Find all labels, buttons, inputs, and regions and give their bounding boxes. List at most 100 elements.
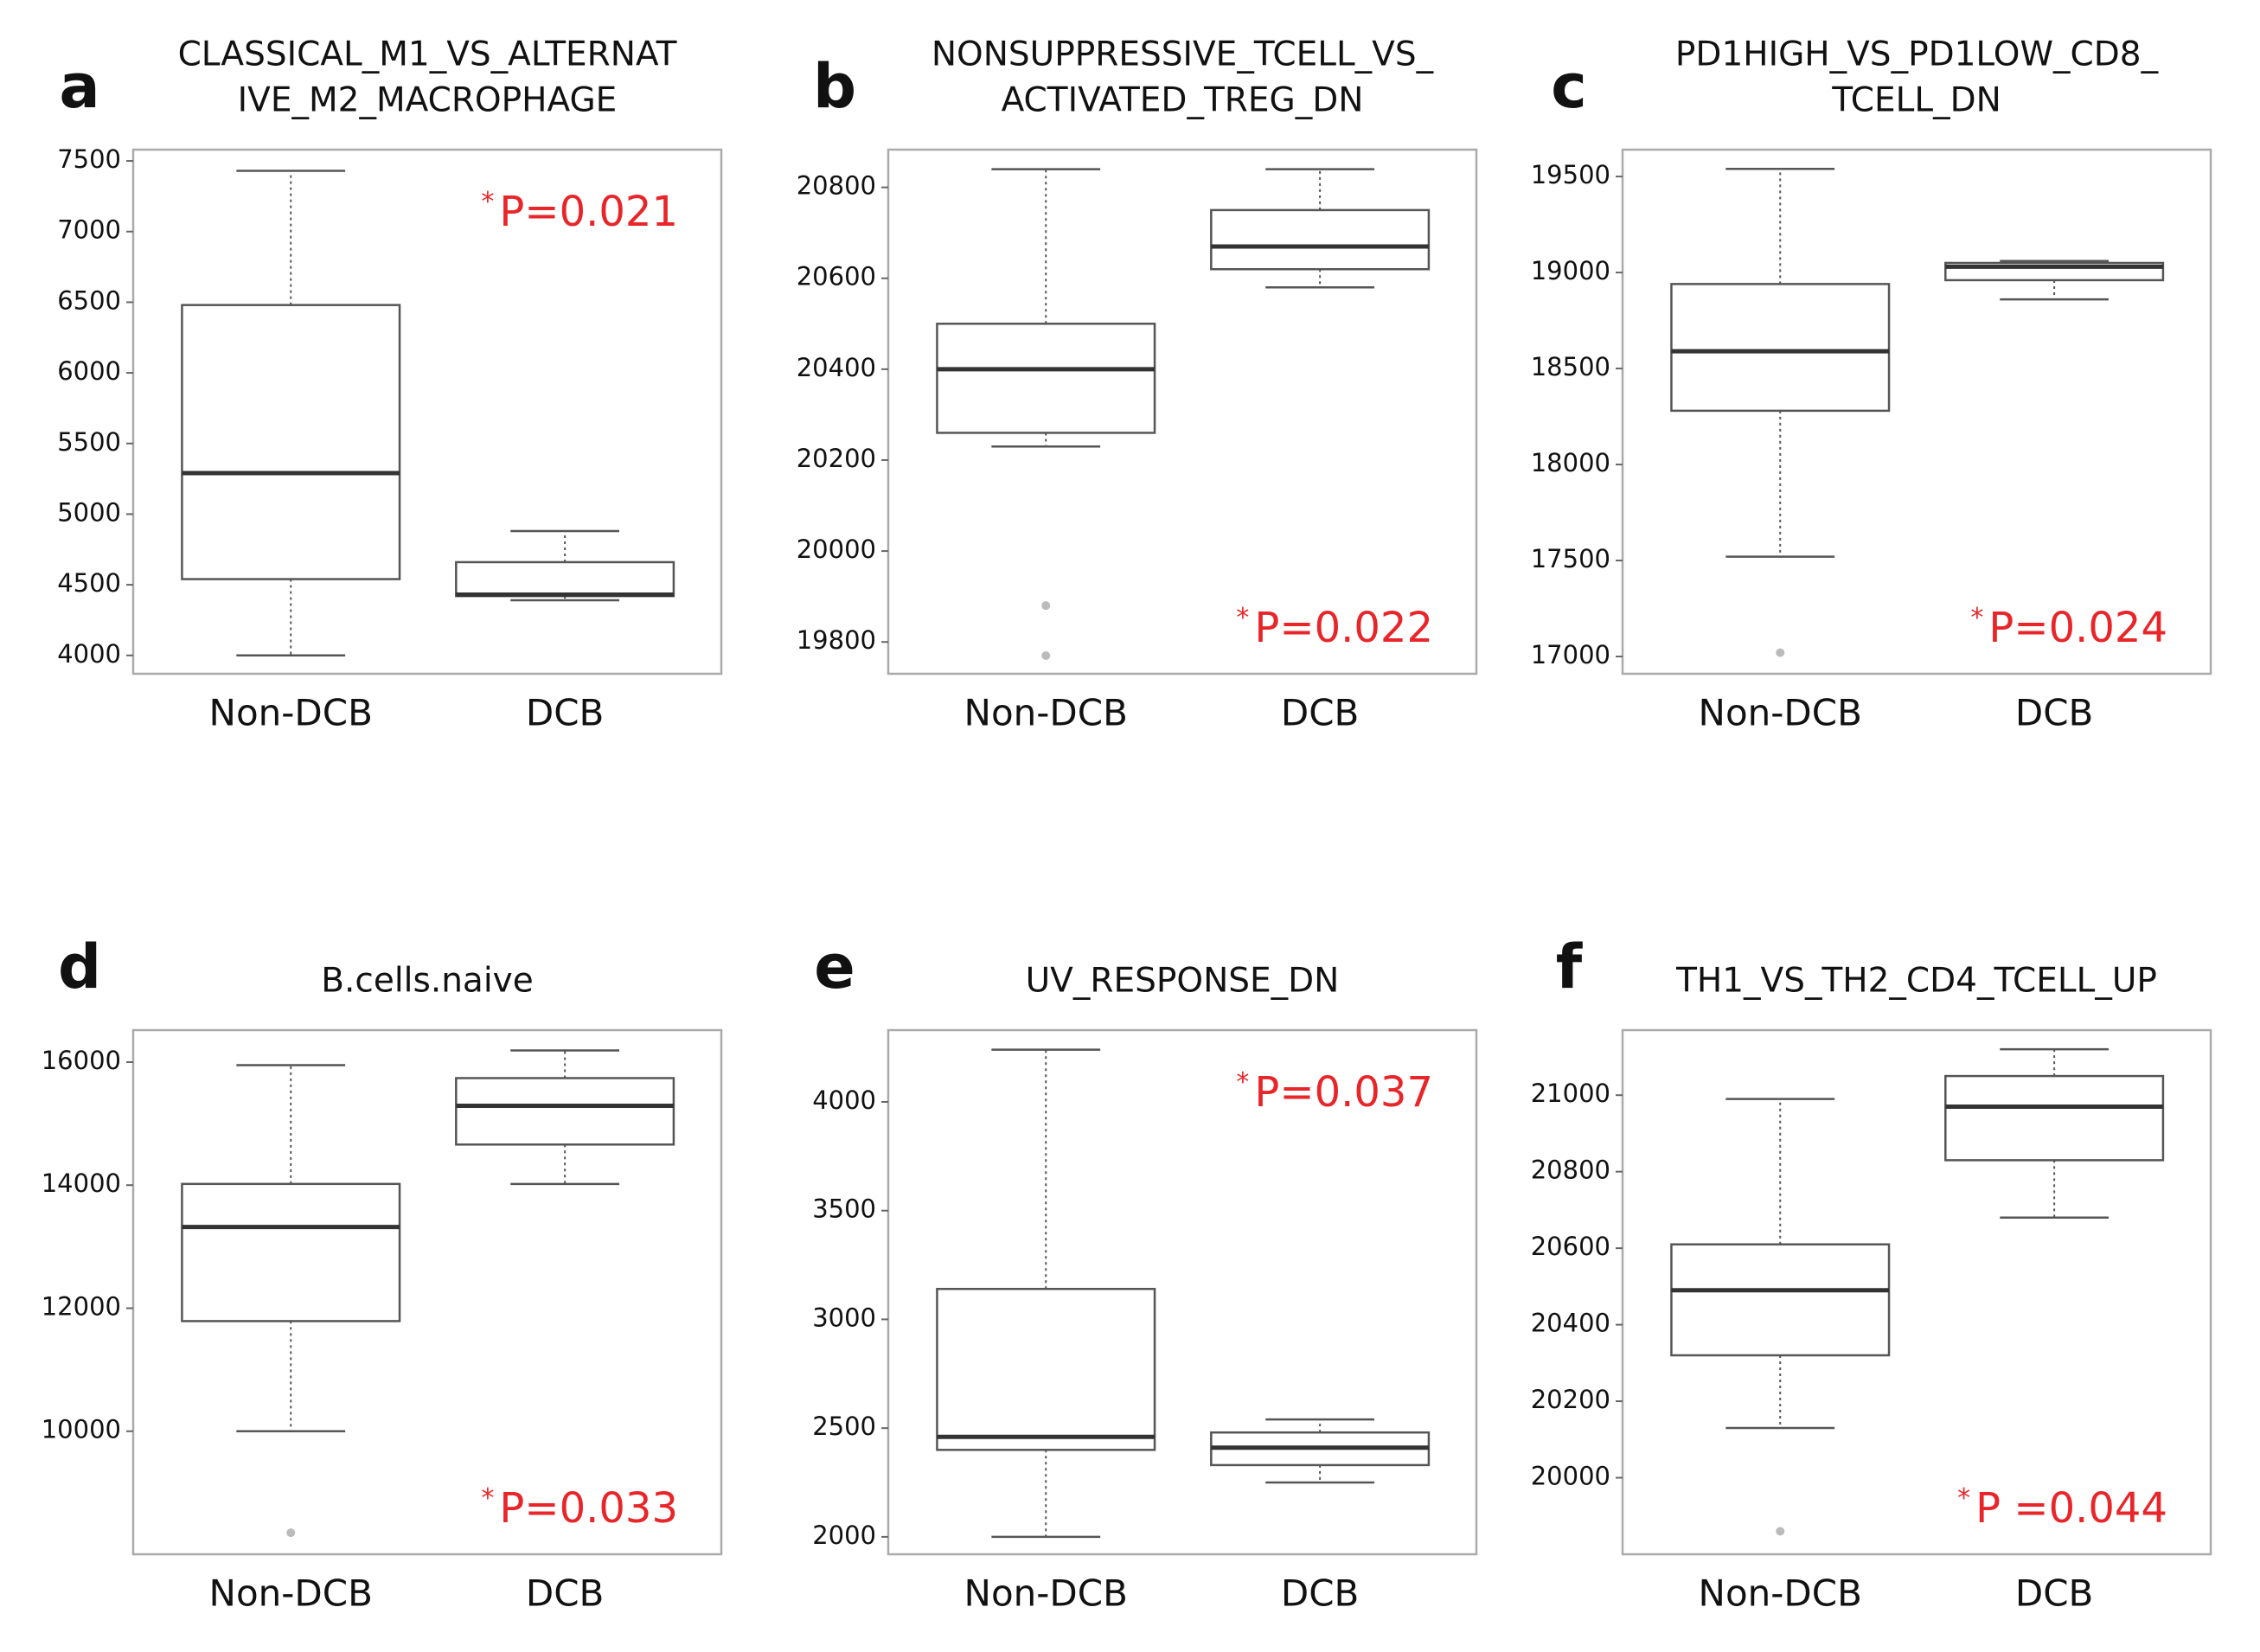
x-tick-label: Non-DCB bbox=[209, 692, 373, 734]
x-tick-label: DCB bbox=[526, 692, 604, 734]
y-tick-label: 19500 bbox=[1531, 160, 1610, 189]
plot-frame bbox=[887, 148, 1478, 676]
box bbox=[1670, 1243, 1891, 1357]
y-tick-label: 5000 bbox=[57, 497, 121, 527]
y-tick-label: 3000 bbox=[812, 1303, 876, 1332]
annotation-star: * bbox=[1957, 1483, 1970, 1514]
x-tick-label: DCB bbox=[2015, 1572, 2093, 1615]
chart-title: TH1_VS_TH2_CD4_TCELL_UP bbox=[1675, 962, 2157, 1001]
y-tick-label: 20400 bbox=[1531, 1309, 1610, 1338]
y-tick-label: 12000 bbox=[42, 1291, 121, 1321]
chart-title: PD1HIGH_VS_PD1LOW_CD8_ bbox=[1675, 35, 2159, 74]
y-tick-label: 4000 bbox=[812, 1085, 876, 1115]
y-tick-label: 4500 bbox=[57, 568, 121, 598]
annotation-star: * bbox=[1236, 603, 1249, 633]
panel-letter: b bbox=[813, 51, 856, 122]
box bbox=[1944, 1074, 2165, 1162]
annotation-star: * bbox=[1236, 1067, 1249, 1098]
annotation-text: P=0.024 bbox=[1988, 604, 2167, 652]
y-tick-label: 17000 bbox=[1531, 640, 1610, 669]
flier bbox=[1041, 601, 1051, 611]
plot-frame bbox=[1621, 148, 2212, 676]
x-tick-label: DCB bbox=[1281, 1572, 1359, 1615]
y-tick-label: 6000 bbox=[57, 356, 121, 386]
x-tick-label: Non-DCB bbox=[964, 1572, 1128, 1615]
y-tick-label: 5500 bbox=[57, 427, 121, 457]
chart-title: TCELL_DN bbox=[1831, 81, 2001, 120]
plot-frame bbox=[887, 1028, 1478, 1556]
box bbox=[455, 1077, 675, 1146]
x-tick-label: DCB bbox=[2015, 692, 2093, 734]
x-tick-label: DCB bbox=[1281, 692, 1359, 734]
annotation-star: * bbox=[481, 187, 494, 217]
panel-letter: d bbox=[58, 932, 101, 1002]
p-value-annotation: * P=0.033 bbox=[481, 1483, 678, 1534]
y-tick-label: 19000 bbox=[1531, 256, 1610, 285]
y-tick-label: 2000 bbox=[812, 1521, 876, 1550]
plot-frame bbox=[131, 148, 723, 676]
y-tick-label: 16000 bbox=[42, 1046, 121, 1075]
flier bbox=[286, 1528, 296, 1538]
p-value-annotation: * P=0.024 bbox=[1970, 603, 2167, 653]
flier bbox=[1776, 648, 1785, 657]
annotation-text: P =0.044 bbox=[1975, 1484, 2167, 1533]
y-tick-label: 20800 bbox=[1531, 1156, 1610, 1185]
y-tick-label: 21000 bbox=[1531, 1079, 1610, 1108]
x-tick-label: Non-DCB bbox=[1699, 692, 1862, 734]
y-tick-label: 18000 bbox=[1531, 448, 1610, 477]
y-tick-label: 7000 bbox=[57, 215, 121, 245]
y-tick-label: 7500 bbox=[57, 144, 121, 174]
y-tick-label: 20200 bbox=[797, 444, 876, 473]
y-tick-label: 20200 bbox=[1531, 1385, 1610, 1414]
box bbox=[181, 1182, 401, 1322]
box bbox=[1210, 208, 1431, 271]
box bbox=[455, 560, 675, 598]
y-tick-label: 4000 bbox=[57, 639, 121, 669]
x-tick-label: Non-DCB bbox=[1699, 1572, 1862, 1615]
panel-letter: f bbox=[1556, 932, 1584, 1002]
box bbox=[936, 1287, 1156, 1451]
panel-letter: e bbox=[814, 932, 855, 1002]
chart-title: IVE_M2_MACROPHAGE bbox=[238, 81, 618, 120]
chart-title: ACTIVATED_TREG_DN bbox=[1002, 81, 1364, 120]
x-tick-label: DCB bbox=[526, 1572, 604, 1615]
chart-title: CLASSICAL_M1_VS_ALTERNAT bbox=[178, 35, 677, 74]
annotation-text: P=0.037 bbox=[1254, 1068, 1433, 1117]
x-tick-label: Non-DCB bbox=[209, 1572, 373, 1615]
chart-title: NONSUPPRESSIVE_TCELL_VS_ bbox=[932, 35, 1434, 74]
annotation-star: * bbox=[481, 1483, 494, 1514]
flier bbox=[1041, 650, 1051, 660]
chart-title: UV_RESPONSE_DN bbox=[1026, 962, 1340, 1001]
y-tick-label: 10000 bbox=[42, 1415, 121, 1444]
y-tick-label: 20800 bbox=[797, 171, 876, 201]
y-tick-label: 19800 bbox=[797, 625, 876, 655]
p-value-annotation: * P=0.021 bbox=[481, 187, 678, 237]
y-tick-label: 2500 bbox=[812, 1412, 876, 1441]
chart-title: B.cells.naive bbox=[321, 962, 534, 1001]
y-tick-label: 20000 bbox=[1531, 1462, 1610, 1491]
p-value-annotation: * P=0.037 bbox=[1236, 1067, 1433, 1117]
box bbox=[181, 304, 401, 580]
panel-letter: a bbox=[59, 51, 99, 122]
annotation-text: P=0.033 bbox=[499, 1484, 678, 1533]
y-tick-label: 20600 bbox=[1531, 1232, 1610, 1261]
y-tick-label: 6500 bbox=[57, 285, 121, 315]
y-tick-label: 14000 bbox=[42, 1169, 121, 1198]
box bbox=[936, 323, 1156, 434]
panel-letter: c bbox=[1551, 51, 1587, 122]
y-tick-label: 20400 bbox=[797, 353, 876, 382]
annotation-text: P=0.021 bbox=[499, 188, 678, 236]
annotation-star: * bbox=[1970, 603, 1983, 633]
plot-frame bbox=[1621, 1028, 2212, 1556]
y-tick-label: 18500 bbox=[1531, 352, 1610, 381]
box bbox=[1670, 283, 1891, 413]
y-tick-label: 20600 bbox=[797, 262, 876, 291]
p-value-annotation: * P =0.044 bbox=[1957, 1483, 2167, 1534]
y-tick-label: 3500 bbox=[812, 1194, 876, 1224]
y-tick-label: 17500 bbox=[1531, 544, 1610, 573]
p-value-annotation: * P=0.022 bbox=[1236, 603, 1433, 653]
annotation-text: P=0.022 bbox=[1254, 604, 1433, 652]
y-tick-label: 20000 bbox=[797, 535, 876, 564]
x-tick-label: Non-DCB bbox=[964, 692, 1128, 734]
